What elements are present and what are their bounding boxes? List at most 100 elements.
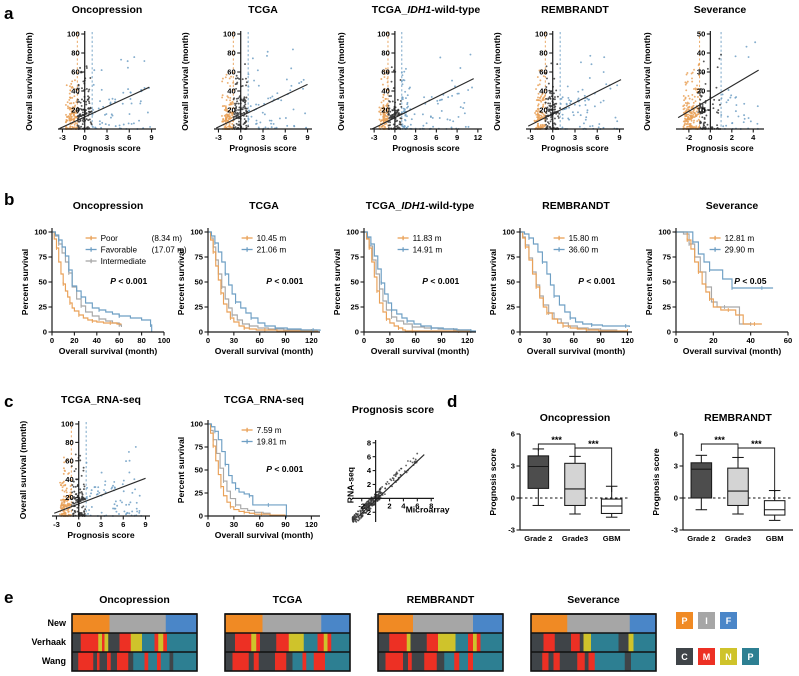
heat-2-row-1-seg-6 — [455, 633, 469, 652]
svg-text:0: 0 — [50, 336, 54, 345]
b2-legend-value-0: 11.83 m — [413, 234, 442, 243]
b3-ylabel: Percent survival — [488, 249, 498, 315]
a4-xlabel: Prognosis score — [686, 143, 754, 153]
b1-pvalue: P < 0.001 — [266, 276, 303, 286]
svg-text:-2: -2 — [358, 501, 365, 510]
d1-category-2: GBM — [766, 534, 784, 543]
b1-series-intermediate — [208, 231, 318, 331]
c0-scatter: 20 40 60 80 100 -3 0 3 6 9 Prognosis score Overall … — [18, 420, 150, 540]
b2-series-favorable — [364, 231, 476, 332]
heat-1-row-2-seg-11 — [313, 652, 320, 671]
panel-e-title-2: REMBRANDT — [406, 594, 475, 606]
heat-0-row-1-seg-6 — [108, 633, 120, 652]
svg-text:25: 25 — [195, 303, 204, 312]
svg-text:0: 0 — [674, 494, 678, 503]
a3-ylabel: Overall survival (month) — [492, 32, 502, 131]
c1-series-favorable — [208, 423, 287, 516]
heat-1-row-2-seg-9 — [302, 652, 307, 671]
heat-0-row-1-seg-4 — [102, 633, 105, 652]
heat-2-row-1-seg-1 — [389, 633, 408, 652]
heat-1-row-1-seg-3 — [256, 633, 261, 652]
svg-text:25: 25 — [663, 303, 672, 312]
b1-ylabel: Percent survival — [176, 249, 186, 315]
heat-0-row-2-seg-4 — [97, 652, 100, 671]
d1-sig-1: *** — [751, 439, 762, 449]
b0-legend-label-2: Intermediate — [101, 257, 147, 266]
svg-text:75: 75 — [351, 253, 360, 262]
svg-text:25: 25 — [507, 303, 516, 312]
svg-text:6: 6 — [415, 501, 419, 510]
d0-box-0 — [527, 455, 550, 489]
svg-text:60: 60 — [784, 336, 792, 345]
svg-text:40: 40 — [697, 49, 705, 58]
heat-1-row-1-seg-1 — [235, 633, 252, 652]
legend-chip-top-F: F — [720, 612, 737, 629]
a2-ylabel: Overall survival (month) — [336, 32, 346, 131]
b0-xlabel: Overall survival (month) — [59, 346, 158, 356]
b4-pvalue: P < 0.05 — [734, 276, 766, 286]
d1-category-1: Grade3 — [725, 534, 751, 543]
panel-a-title-2: TCGA_IDH1-wild-type — [371, 4, 481, 16]
a3-xlabel: Prognosis score — [541, 143, 609, 153]
panel-e-title-1: TCGA — [272, 594, 303, 606]
heat-0-row-1-seg-9 — [142, 633, 155, 652]
svg-text:30: 30 — [386, 336, 394, 345]
heat-0-row-2-seg-7 — [110, 652, 118, 671]
heat-2-row-2-seg-11 — [468, 652, 474, 671]
heat-3-row-1-seg-5 — [583, 633, 592, 652]
b4-legend-value-0: 12.81 m — [725, 234, 755, 243]
svg-text:60: 60 — [570, 336, 578, 345]
svg-text:100: 100 — [34, 228, 47, 237]
svg-text:120: 120 — [305, 520, 318, 529]
heat-2-row-2-seg-2 — [389, 652, 404, 671]
panel-b-title-3: REMBRANDT — [542, 200, 610, 212]
a1-xlabel: Prognosis score — [229, 143, 297, 153]
heat-1-row-1-seg-2 — [251, 633, 257, 652]
heat-2-row-2-seg-12 — [473, 652, 504, 671]
heat-0-row-1-seg-10 — [154, 633, 159, 652]
a2-regression-line — [371, 78, 474, 130]
heat-1-row-1-seg-0 — [225, 633, 236, 652]
b0-ylabel: Percent survival — [20, 249, 30, 315]
svg-text:75: 75 — [195, 253, 204, 262]
heat-3-row-2-seg-2 — [548, 652, 554, 671]
panel-b-title-0: Oncopression — [72, 200, 144, 212]
svg-text:100: 100 — [190, 228, 203, 237]
legend-chip-top-I: I — [698, 612, 715, 629]
heat-2 — [377, 613, 504, 672]
heat-2-row-1-seg-10 — [480, 633, 504, 652]
heat-3-row-0-seg-1 — [567, 614, 631, 633]
heat-3-row-1-seg-3 — [571, 633, 581, 652]
heat-1-row-2-seg-10 — [306, 652, 315, 671]
heat-0-row-2-seg-13 — [157, 652, 162, 671]
heat-2-row-1-seg-2 — [406, 633, 411, 652]
heat-1-row-2-seg-4 — [253, 652, 260, 671]
heat-0-row-1-seg-5 — [104, 633, 109, 652]
d1-sig-0: *** — [714, 435, 725, 445]
b1-series-favorable — [208, 231, 321, 331]
b4-series-intermediate — [676, 231, 751, 325]
svg-text:0: 0 — [77, 520, 81, 529]
svg-text:-2: -2 — [685, 133, 692, 142]
b3-pvalue: P < 0.001 — [578, 276, 615, 286]
c0-ylabel: Overall survival (month) — [18, 421, 28, 520]
svg-text:100: 100 — [658, 228, 671, 237]
heat-3-row-2-seg-1 — [542, 652, 549, 671]
panel-e-title-0: Oncopression — [99, 594, 170, 606]
heat-3-row-2-seg-3 — [553, 652, 561, 671]
heat-1-row-1-seg-8 — [317, 633, 325, 652]
svg-text:6: 6 — [511, 430, 515, 439]
heat-0-row-1-seg-0 — [72, 633, 82, 652]
heat-2-row-1-seg-5 — [438, 633, 456, 652]
heat-3-row-2-seg-8 — [594, 652, 626, 671]
svg-text:-3: -3 — [59, 133, 66, 142]
heat-3-row-2-seg-10 — [631, 652, 657, 671]
heat-2-row-2-seg-10 — [459, 652, 469, 671]
heat-0-row-2-seg-12 — [148, 652, 158, 671]
d1-category-0: Grade 2 — [687, 534, 715, 543]
panel-letter-d: d — [447, 392, 458, 411]
heat-1-row-2-seg-1 — [232, 652, 238, 671]
